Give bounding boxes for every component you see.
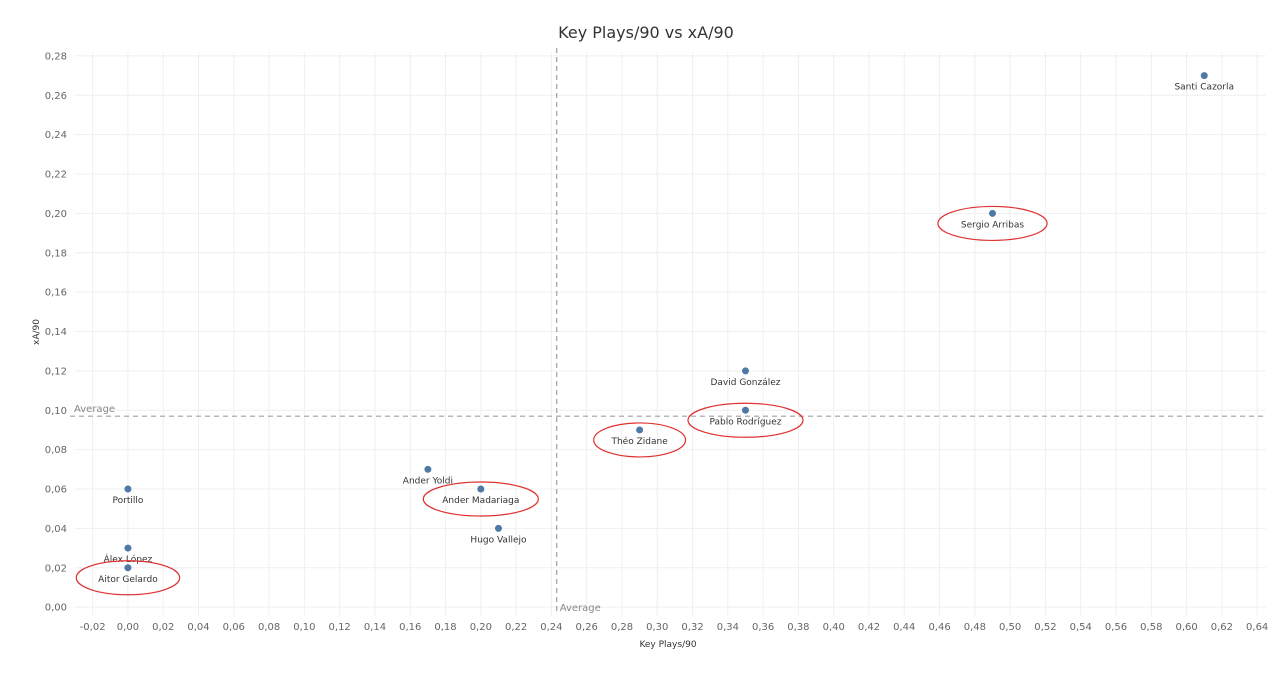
x-tick-label: 0,10: [293, 622, 315, 633]
y-tick-label: 0,02: [45, 563, 67, 574]
point-label: Ander Madariaga: [442, 496, 519, 506]
x-tick-label: 0,48: [964, 622, 986, 633]
data-point: [636, 426, 644, 434]
reference-lines: Average Average: [70, 48, 1266, 615]
x-tick-label: -0,02: [80, 622, 106, 633]
data-point: [989, 209, 997, 217]
x-tick-label: 0,40: [823, 622, 845, 633]
y-tick-label: 0,24: [45, 130, 67, 141]
x-tick-label: 0,04: [187, 622, 209, 633]
x-tick-label: 0,62: [1211, 622, 1233, 633]
x-tick-label: 0,32: [681, 622, 703, 633]
x-tick-label: 0,44: [893, 622, 915, 633]
x-tick-label: 0,60: [1175, 622, 1197, 633]
data-point: [424, 465, 432, 473]
x-average-label: Average: [560, 603, 601, 614]
data-point: [741, 367, 749, 375]
x-tick-label: 0,30: [646, 622, 668, 633]
y-tick-label: 0,14: [45, 327, 67, 338]
point-label: Théo Zidane: [610, 436, 668, 447]
y-tick-label: 0,10: [45, 406, 67, 417]
data-point: [741, 406, 749, 414]
data-point: [124, 564, 132, 572]
x-tick-label: 0,38: [787, 622, 809, 633]
y-average-label: Average: [74, 404, 115, 415]
grid-lines: [75, 52, 1266, 615]
x-tick-label: 0,56: [1105, 622, 1127, 633]
data-point: [494, 524, 502, 532]
point-label: Hugo Vallejo: [470, 535, 527, 545]
data-point: [477, 485, 485, 493]
x-tick-label: 0,36: [752, 622, 774, 633]
highlight-ellipse: [687, 402, 804, 438]
x-tick-label: 0,28: [611, 622, 633, 633]
x-tick-label: 0,54: [1070, 622, 1092, 633]
highlight-ellipse: [937, 205, 1048, 242]
data-point: [1200, 72, 1208, 80]
chart-title: Key Plays/90 vs xA/90: [558, 23, 734, 42]
point-labels: Santi Cazorla Sergio Arribas David Gonzále…: [98, 83, 1234, 585]
x-tick-label: 0,34: [717, 622, 739, 633]
x-tick-label: 0,16: [399, 622, 421, 633]
y-tick-label: 0,00: [45, 603, 67, 614]
highlight-ellipse: [593, 422, 687, 458]
point-label: Sergio Arribas: [961, 220, 1025, 230]
highlight-ellipse: [422, 481, 539, 517]
y-tick-label: 0,06: [45, 485, 67, 496]
highlight-ellipse: [75, 560, 181, 596]
point-label: Portillo: [113, 496, 144, 506]
data-points: [124, 72, 1208, 572]
y-tick-label: 0,08: [45, 445, 67, 456]
y-tick-label: 0,20: [45, 209, 67, 220]
x-tick-label: 0,12: [329, 622, 351, 633]
x-tick-label: 0,42: [858, 622, 880, 633]
x-tick-label: 0,24: [540, 622, 562, 633]
point-label: Santi Cazorla: [1174, 83, 1234, 93]
x-tick-label: 0,46: [928, 622, 950, 633]
x-tick-label: 0,14: [364, 622, 386, 633]
x-tick-label: 0,22: [505, 622, 527, 633]
highlight-ellipses: [75, 205, 1048, 596]
x-tick-label: 0,00: [117, 622, 139, 633]
x-tick-label: 0,58: [1140, 622, 1162, 633]
point-label: Aitor Gelardo: [98, 575, 158, 585]
data-point: [124, 544, 132, 552]
x-axis-label: Key Plays/90: [639, 640, 696, 650]
x-tick-label: 0,20: [470, 622, 492, 633]
y-tick-label: 0,04: [45, 524, 67, 535]
tick-labels: -0,02 0,00 0,02 0,04 0,06 0,08 0,10 0,12 0,14 0,1…: [45, 51, 1269, 633]
y-tick-label: 0,28: [45, 51, 67, 62]
x-tick-label: 0,26: [576, 622, 598, 633]
x-tick-label: 0,52: [1034, 622, 1056, 633]
point-label: Álex López: [104, 553, 153, 565]
y-tick-label: 0,26: [45, 91, 67, 102]
x-tick-label: 0,02: [152, 622, 174, 633]
x-tick-label: 0,08: [258, 622, 280, 633]
y-tick-label: 0,22: [45, 170, 67, 181]
point-label: Pablo Rodríguez: [709, 417, 781, 427]
y-tick-label: 0,16: [45, 288, 67, 299]
y-tick-label: 0,12: [45, 366, 67, 377]
y-tick-label: 0,18: [45, 248, 67, 259]
point-label: David González: [710, 378, 780, 388]
data-point: [124, 485, 132, 493]
x-tick-label: 0,06: [223, 622, 245, 633]
x-tick-label: 0,18: [434, 622, 456, 633]
y-axis-label: xA/90: [32, 319, 42, 345]
point-label: Ander Yoldi: [403, 476, 453, 486]
x-tick-label: 0,64: [1246, 622, 1268, 633]
x-tick-label: 0,50: [999, 622, 1021, 633]
